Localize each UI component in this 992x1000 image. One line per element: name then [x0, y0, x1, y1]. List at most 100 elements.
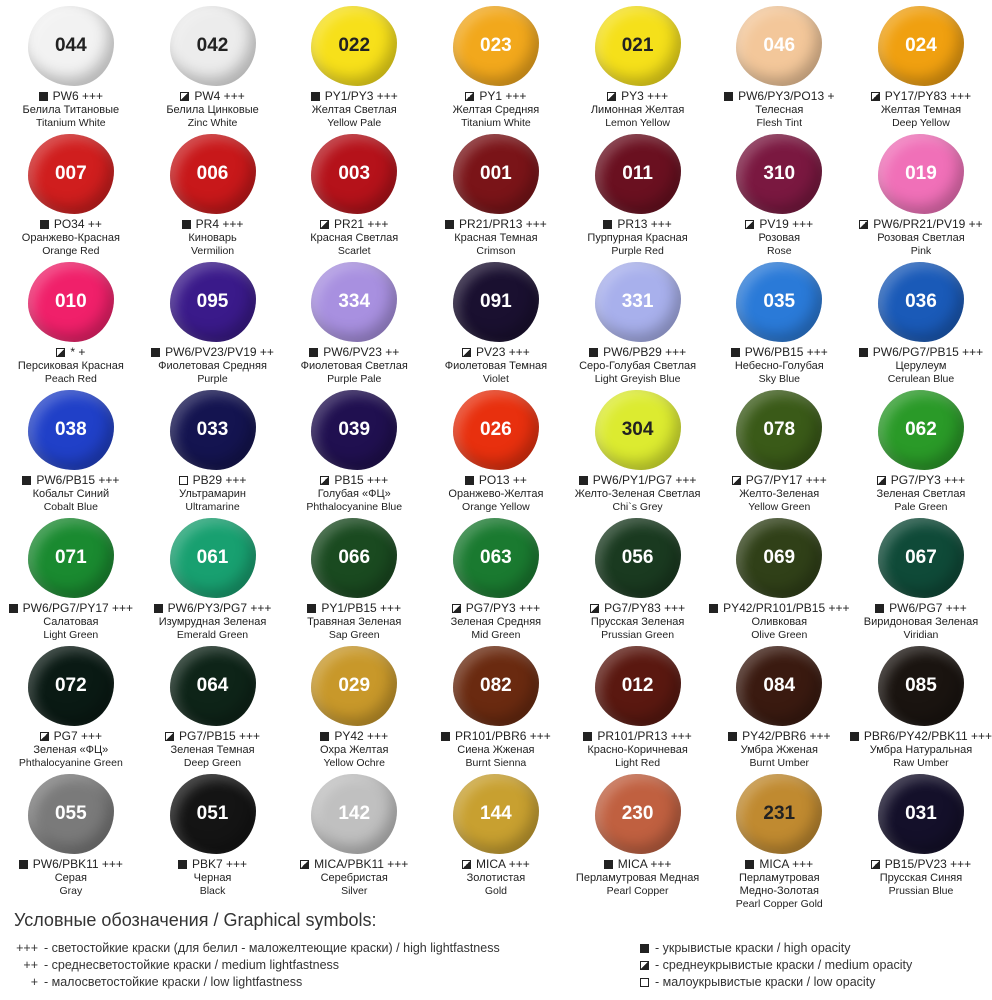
pigment-code: MICA +++ [759, 857, 814, 871]
pigment-line: PR101/PBR6 +++ [415, 729, 577, 743]
pigment-code: PW6/PG7/PB15 +++ [872, 345, 984, 359]
color-name-en: Yellow Pale [327, 117, 382, 129]
paint-blob: 055 [27, 774, 114, 854]
paint-blob: 022 [311, 6, 398, 86]
color-code: 062 [905, 419, 937, 440]
pigment-line: PW6/PR21/PV19 ++ [840, 217, 992, 231]
swatch-033: 033 PB29 +++ Ультрамарин Ultramarine [142, 384, 284, 513]
color-name-en: Violet [482, 373, 509, 385]
color-name-ru: Фиолетовая Светлая [300, 360, 408, 372]
pigment-code: PR13 +++ [617, 217, 672, 231]
opaque-square-icon [603, 219, 613, 229]
pigment-code: PW6/PB15 +++ [36, 473, 120, 487]
pigment-code: PG7/PY3 +++ [465, 601, 541, 615]
pigment-line: PW6 +++ [0, 89, 152, 103]
swatch-row: 071 PW6/PG7/PY17 +++ Салатовая Light Green 0… [0, 512, 992, 641]
pigment-line: MICA +++ [557, 857, 719, 871]
swatch-038: 038 PW6/PB15 +++ Кобальт Синий Cobalt Blue [0, 384, 142, 513]
paint-blob: 026 [452, 390, 539, 470]
color-name-ru: Перламутровая Медно-Золотая [739, 872, 820, 897]
legend: Условные обозначения / Graphical symbols… [14, 910, 984, 989]
color-name-ru: Серо-Голубая Светлая [579, 360, 697, 372]
swatch-144: 144 MICA +++ Золотистая Gold [425, 768, 567, 897]
pigment-code: PB15 +++ [334, 473, 389, 487]
swatch-007: 007 PO34 ++ Оранжево-Красная Orange Red [0, 128, 142, 257]
color-name-en: Gold [484, 885, 507, 897]
swatch-row: 044 PW6 +++ Белила Титановые Titanium White… [0, 0, 992, 129]
pigment-line: PR4 +++ [132, 217, 294, 231]
pigment-code: PB15/PV23 +++ [884, 857, 972, 871]
paint-blob: 031 [877, 774, 964, 854]
color-code: 007 [54, 163, 87, 184]
swatch-082: 082 PR101/PBR6 +++ Сиена Жженая Burnt Sienn… [425, 640, 567, 769]
color-name-en: Crimson [476, 245, 516, 257]
swatch-334: 334 PW6/PV23 ++ Фиолетовая Светлая Purple P… [283, 256, 425, 385]
color-name-ru: Зеленая «ФЦ» [33, 744, 109, 756]
color-code: 024 [905, 35, 937, 56]
paint-blob: 033 [169, 390, 256, 470]
color-name-ru: Зеленая Светлая [876, 488, 966, 500]
paint-blob: 231 [736, 774, 823, 854]
pigment-code: PR101/PBR6 +++ [455, 729, 551, 743]
paint-blob: 051 [169, 774, 256, 854]
pigment-line: MICA/PBK11 +++ [273, 857, 435, 871]
opaque-square-icon [603, 859, 613, 869]
pigment-line: PG7/PY3 +++ [840, 473, 992, 487]
opaque-square-icon [849, 731, 859, 741]
paint-blob: 011 [594, 134, 681, 214]
swatch-019: 019 PW6/PR21/PV19 ++ Розовая Светлая Pink [850, 128, 992, 257]
color-name-en: Viridian [903, 629, 939, 641]
color-code: 039 [338, 419, 371, 440]
swatch-071: 071 PW6/PG7/PY17 +++ Салатовая Light Green [0, 512, 142, 641]
opaque-square-icon [309, 347, 319, 357]
legend-text: - укрывистые краски / high opacity [655, 941, 851, 955]
color-name-en: Pearl Copper [606, 885, 669, 897]
swatch-051: 051 PBK7 +++ Черная Black [142, 768, 284, 897]
legend-mark: ++ [23, 958, 38, 972]
color-name-en: Chi`s Grey [612, 501, 663, 513]
color-code: 063 [480, 547, 512, 568]
pigment-code: PO13 ++ [478, 473, 527, 487]
legend-text: - малосветостойкие краски / low lightfas… [44, 975, 303, 989]
color-code: 085 [905, 675, 937, 696]
color-name-ru: Травяная Зеленая [307, 616, 402, 628]
color-code: 084 [763, 675, 796, 696]
paint-blob: 021 [594, 6, 681, 86]
legend-mark: + [30, 975, 38, 989]
color-code: 042 [196, 35, 229, 56]
swatch-024: 024 PY17/PY83 +++ Желтая Темная Deep Yellow [850, 0, 992, 129]
swatch-row: 007 PO34 ++ Оранжево-Красная Orange Red 006 P… [0, 128, 992, 257]
swatch-012: 012 PR101/PR13 +++ Красно-Коричневая Light … [567, 640, 709, 769]
swatch-066: 066 PY1/PB15 +++ Травяная Зеленая Sap Green [283, 512, 425, 641]
color-name-en: Emerald Green [176, 629, 249, 641]
color-name-en: Titanium White [461, 117, 531, 129]
color-name-ru: Киноварь [188, 232, 237, 244]
paint-blob: 142 [311, 774, 398, 854]
swatch-056: 056 PG7/PY83 +++ Прусская Зеленая Prussian … [567, 512, 709, 641]
swatch-062: 062 PG7/PY3 +++ Зеленая Светлая Pale Green [850, 384, 992, 513]
color-code: 056 [621, 547, 654, 568]
color-code: 091 [480, 291, 512, 312]
half-filled-square-icon [451, 603, 461, 613]
paint-blob: 084 [736, 646, 823, 726]
opaque-square-icon [320, 731, 330, 741]
pigment-code: PW6/PBK11 +++ [32, 857, 123, 871]
color-code: 010 [54, 291, 87, 312]
color-name-en: Purple Pale [327, 373, 382, 385]
half-filled-square-icon [39, 731, 49, 741]
swatch-142: 142 MICA/PBK11 +++ Серебристая Silver [283, 768, 425, 897]
pigment-line: PW6/PB15 +++ [698, 345, 860, 359]
swatch-021: 021 PY3 +++ Лимонная Желтая Lemon Yellow [567, 0, 709, 129]
opaque-square-icon [730, 347, 740, 357]
color-name-en: Ultramarine [185, 501, 240, 513]
half-filled-square-icon [320, 475, 330, 485]
half-filled-square-icon [56, 347, 66, 357]
swatch-039: 039 PB15 +++ Голубая «ФЦ» Phthalocyanine Bl… [283, 384, 425, 513]
pigment-code: PW6/PY3/PO13 + [738, 89, 835, 103]
pigment-code: PY1 +++ [479, 89, 527, 103]
color-name-ru: Небесно-Голубая [734, 360, 824, 372]
color-code: 069 [763, 547, 796, 568]
color-code: 021 [621, 35, 654, 56]
swatch-067: 067 PW6/PG7 +++ Виридоновая Зеленая Viridia… [850, 512, 992, 641]
pigment-code: PO34 ++ [53, 217, 102, 231]
